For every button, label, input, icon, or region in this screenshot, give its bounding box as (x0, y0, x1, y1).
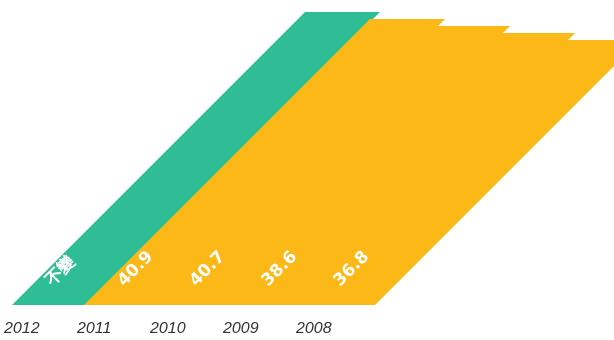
year-labels-group: 2012 2011 2010 2009 2008 (3, 320, 332, 337)
year-label-2010: 2010 (149, 320, 186, 337)
bar-2011 (84, 19, 445, 305)
bars-group (12, 12, 614, 305)
bar-2009 (228, 33, 575, 305)
year-label-2008: 2008 (295, 320, 332, 337)
bar-2012 (12, 12, 380, 305)
bar-2008 (300, 40, 614, 305)
bar-2010 (156, 26, 510, 305)
year-label-2012: 2012 (3, 320, 40, 337)
year-label-2011: 2011 (76, 320, 111, 337)
year-label-2009: 2009 (222, 320, 259, 337)
